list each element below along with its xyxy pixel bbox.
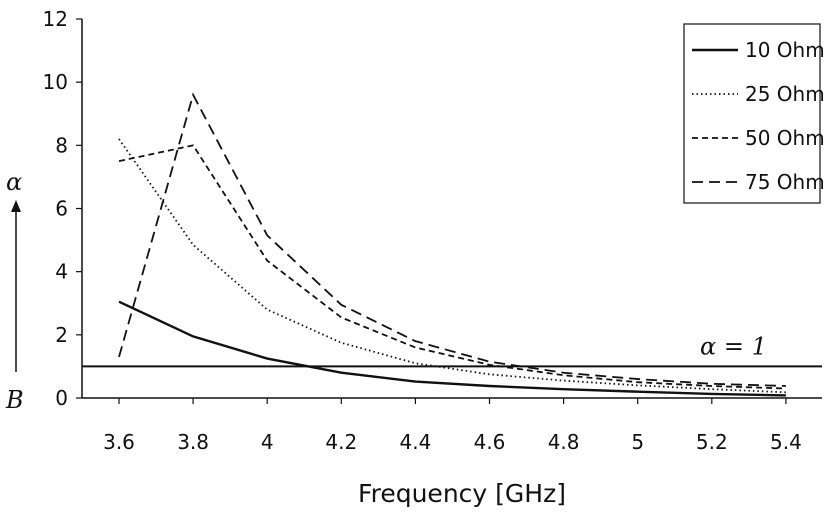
y-tick-labels: 0 2 4 6 8 10 12 [43, 7, 82, 410]
x-tick-label: 4 [261, 430, 274, 454]
x-axis-title: Frequency [GHz] [358, 479, 566, 508]
y-tick-label: 0 [55, 386, 68, 410]
legend-label: 25 Ohm [745, 82, 825, 106]
x-tick-label: 3.6 [103, 430, 135, 454]
legend-box [683, 23, 821, 204]
x-tick-label: 4.6 [474, 430, 506, 454]
y-axis-label-b: B [5, 386, 24, 414]
series-line-25-ohm [118, 138, 786, 394]
y-tick-label: 4 [55, 260, 68, 284]
reference-line-label: α = 1 [700, 332, 767, 360]
x-tick-label: 4.8 [548, 430, 580, 454]
series-line-50-ohm [118, 144, 786, 390]
y-tick-label: 6 [55, 197, 68, 221]
legend-label: 50 Ohm [745, 126, 825, 150]
y-axis-arrow-icon [11, 200, 21, 372]
y-tick-label: 10 [43, 70, 68, 94]
x-tick-label: 5.2 [696, 430, 728, 454]
legend-label: 10 Ohm [745, 38, 825, 62]
series-lines [118, 92, 786, 397]
x-tick-labels: 3.6 3.8 4 4.2 4.4 4.6 4.8 5 5.2 5.4 [103, 398, 802, 454]
y-tick-label: 12 [43, 7, 68, 31]
x-tick-label: 4.4 [399, 430, 431, 454]
legend: 10 Ohm 25 Ohm 50 Ohm 75 Ohm [683, 23, 825, 204]
x-tick-label: 5.4 [770, 430, 802, 454]
x-tick-label: 5 [631, 430, 644, 454]
legend-label: 75 Ohm [745, 170, 825, 194]
series-line-75-ohm [118, 92, 786, 387]
y-tick-label: 8 [55, 133, 68, 157]
series-line-10-ohm [118, 300, 786, 397]
x-tick-label: 4.2 [325, 430, 357, 454]
y-axis-label-alpha: α [6, 168, 22, 196]
x-tick-label: 3.8 [177, 430, 209, 454]
y-tick-label: 2 [55, 323, 68, 347]
